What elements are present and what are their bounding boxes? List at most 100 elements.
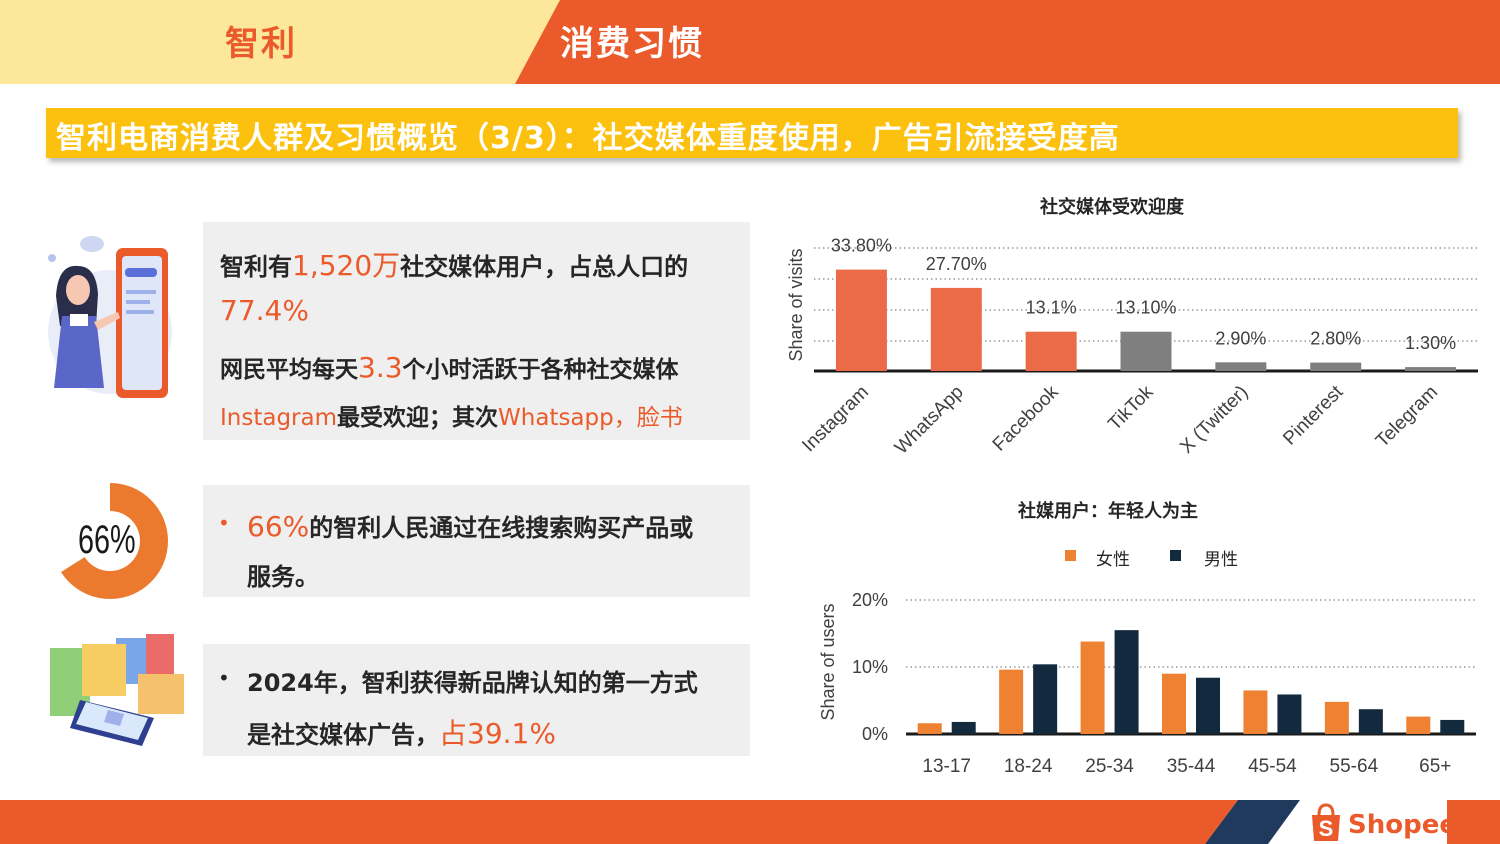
chart1-bar bbox=[930, 287, 982, 371]
box3-line1: 2024年，智利获得新品牌认知的第一方式 bbox=[247, 669, 698, 697]
chart1-category-label: Instagram bbox=[798, 382, 873, 457]
header-left-band bbox=[0, 0, 560, 84]
box1-top-platform: Instagram bbox=[220, 405, 338, 431]
legend-swatch-female bbox=[1065, 550, 1076, 561]
box3-percent-value: 占39.1% bbox=[439, 717, 556, 750]
chart1-category-label: X (Twitter) bbox=[1176, 382, 1252, 458]
header-topic: 消费习惯 bbox=[560, 24, 704, 64]
chart-users-by-age: 0% 10% 20% 13-17 18-24 25-34 35-44 45-54 55-64 65… bbox=[818, 590, 1476, 777]
chart1-value-label: 2.80% bbox=[1310, 329, 1361, 349]
legend-swatch-male bbox=[1170, 550, 1181, 561]
box1-users-value: 1,520万 bbox=[292, 249, 401, 282]
chart1-category-label: WhatsApp bbox=[891, 382, 968, 459]
chart1-value-label: 13.1% bbox=[1026, 298, 1077, 318]
box1-line3-c: 个小时活跃于各种社交媒体 bbox=[402, 357, 679, 383]
location-pin-icon bbox=[48, 254, 56, 262]
chart2-category-label: 13-17 bbox=[922, 756, 971, 777]
chart2-ytick-label: 20% bbox=[852, 590, 888, 610]
info-box-social-users bbox=[203, 222, 750, 440]
chart2-bar bbox=[999, 669, 1024, 734]
box1-percent-value: 77.4% bbox=[220, 294, 309, 327]
box1-line3-a: 网民平均每天 bbox=[220, 357, 358, 383]
chart1-ylabel: Share of visits bbox=[786, 248, 806, 361]
parcel-box bbox=[138, 674, 184, 714]
woman-collar bbox=[70, 314, 88, 326]
box3-bullet: • bbox=[218, 666, 230, 690]
phone-searchbar bbox=[125, 268, 157, 277]
woman-face bbox=[66, 275, 90, 305]
woman-arm bbox=[94, 312, 120, 330]
box2-percent-value: 66% bbox=[247, 510, 310, 543]
chart1-title: 社交媒体受欢迎度 bbox=[1040, 197, 1184, 218]
chart1-category-label: Facebook bbox=[989, 381, 1063, 455]
shopee-bag-letter: S bbox=[1319, 816, 1334, 841]
chart2-ylabel: Share of users bbox=[818, 603, 838, 720]
phone-screen bbox=[122, 256, 162, 390]
header-country: 智利 bbox=[225, 24, 297, 64]
donut-gap bbox=[50, 481, 110, 574]
header-right-band bbox=[515, 0, 1500, 84]
box2-line1-b: 的智利人民通过在线搜索购买产品或 bbox=[309, 514, 694, 542]
chart2-category-label: 35-44 bbox=[1167, 756, 1216, 777]
legend-label-male: 男性 bbox=[1204, 550, 1238, 570]
chart1-bar bbox=[835, 269, 887, 371]
phone-line bbox=[126, 290, 156, 294]
box2-line1: 66%的智利人民通过在线搜索购买产品或 bbox=[247, 508, 693, 543]
chart1-bar bbox=[1120, 331, 1172, 371]
chart1-value-label: 33.80% bbox=[831, 236, 892, 256]
chart1-category-label: Pinterest bbox=[1279, 381, 1347, 449]
chart1-bar bbox=[1025, 331, 1077, 371]
box1-line3: 网民平均每天3.3个小时活跃于各种社交媒体 bbox=[220, 350, 679, 384]
box1-line1-c: 社交媒体用户，占总人口的 bbox=[400, 253, 689, 281]
info-box-online-search bbox=[203, 485, 750, 597]
shopping-illustration bbox=[50, 634, 184, 746]
donut-66-illustration bbox=[50, 481, 168, 599]
chart2-bar bbox=[1080, 641, 1105, 734]
box1-line4-b: 最受欢迎；其次 bbox=[337, 405, 499, 431]
box1-line1: 智利有1,520万社交媒体用户，占总人口的 bbox=[220, 244, 688, 284]
chart2-ytick-label: 10% bbox=[852, 657, 888, 677]
chart-social-media-popularity: 33.80% Instagram 27.70% WhatsApp 13.1% Facebo… bbox=[786, 236, 1478, 459]
footer-edge bbox=[1447, 800, 1500, 844]
woman-phone-illustration bbox=[48, 236, 172, 398]
slide-title: 智利电商消费人群及习惯概览（3/3）：社交媒体重度使用，广告引流接受度高 bbox=[56, 121, 1120, 156]
cart-icon bbox=[104, 710, 124, 726]
chart1-value-label: 27.70% bbox=[926, 254, 987, 274]
chart1-bar bbox=[1405, 367, 1457, 371]
chart2-bar bbox=[1358, 709, 1383, 734]
shopee-bag-body bbox=[1312, 815, 1340, 841]
title-bar bbox=[46, 108, 1458, 158]
chart2-bar bbox=[1324, 701, 1349, 734]
chart2-bar bbox=[1440, 719, 1465, 734]
chart2-bar bbox=[1277, 694, 1302, 734]
chart2-category-label: 55-64 bbox=[1330, 756, 1379, 777]
shopping-bag-yellow bbox=[82, 644, 126, 696]
box1-line4: Instagram最受欢迎；其次Whatsapp，脸书 bbox=[220, 398, 683, 432]
chart1-value-label: 1.30% bbox=[1405, 333, 1456, 353]
box3-line2-a: 是社交媒体广告， bbox=[247, 721, 439, 749]
donut-percent-label: 66% bbox=[78, 518, 136, 562]
chat-bubble-icon bbox=[80, 236, 104, 252]
woman-dress bbox=[54, 316, 104, 388]
chart2-bar bbox=[1114, 630, 1139, 734]
box1-hours-value: 3.3 bbox=[358, 351, 403, 384]
chart2-title: 社媒用户：年轻人为主 bbox=[1018, 501, 1198, 522]
chart1-bar bbox=[1215, 362, 1267, 371]
box1-line1-a: 智利有 bbox=[220, 253, 292, 281]
box1-next-platforms: Whatsapp，脸书 bbox=[498, 405, 683, 431]
chart2-bar bbox=[1406, 716, 1431, 734]
chart2-ytick-label: 0% bbox=[862, 724, 888, 744]
legend-label-female: 女性 bbox=[1096, 550, 1130, 570]
chart2-bar bbox=[1196, 677, 1220, 734]
chart2-category-label: 25-34 bbox=[1085, 756, 1134, 777]
chart2-category-label: 18-24 bbox=[1004, 756, 1053, 777]
phone-line bbox=[126, 300, 150, 304]
chart2-bar bbox=[1162, 673, 1186, 734]
chart2-bar bbox=[951, 721, 976, 734]
chart2-category-label: 65+ bbox=[1419, 756, 1451, 777]
chart1-value-label: 13.10% bbox=[1115, 298, 1176, 318]
chart2-bar bbox=[1243, 690, 1268, 734]
chart2-category-label: 45-54 bbox=[1248, 756, 1297, 777]
box2-line2: 服务。 bbox=[247, 563, 319, 591]
box3-line2: 是社交媒体广告，占39.1% bbox=[247, 712, 556, 752]
